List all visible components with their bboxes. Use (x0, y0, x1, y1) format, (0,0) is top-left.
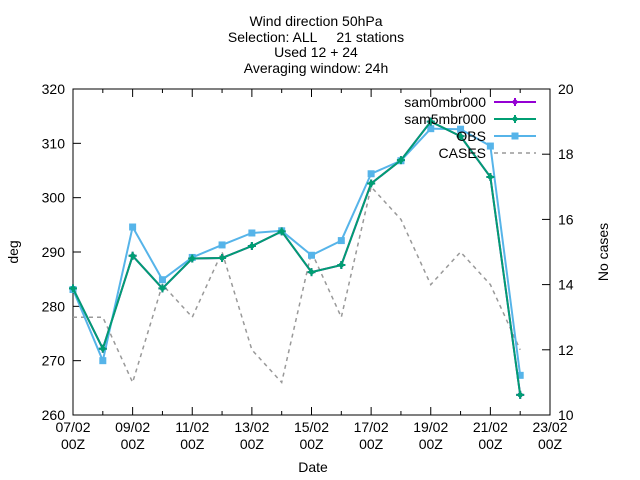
x-tick-label-hour: 00Z (299, 436, 324, 452)
x-tick-label-hour: 00Z (538, 436, 563, 452)
data-point-center (159, 285, 165, 291)
data-point-center (487, 174, 493, 180)
x-tick-label: 17/02 (354, 419, 389, 435)
y-tick-label: 300 (42, 190, 66, 206)
y2-axis-label: No cases (595, 223, 611, 281)
title-line-1: Wind direction 50hPa (249, 13, 382, 29)
x-tick-label-hour: 00Z (61, 436, 86, 452)
x-tick-label-hour: 00Z (478, 436, 503, 452)
data-point-center (70, 285, 76, 291)
data-point (218, 241, 226, 249)
x-tick-label-hour: 00Z (240, 436, 265, 452)
legend-label: CASES (439, 145, 486, 161)
data-point (337, 237, 345, 245)
series-line (72, 120, 522, 396)
x-tick-label: 09/02 (115, 419, 150, 435)
data-point-center (279, 228, 285, 234)
x-tick-label: 11/02 (175, 419, 209, 435)
data-point (367, 170, 375, 178)
legend-entry: sam0mbr000 (404, 94, 536, 110)
x-tick-label-hour: 00Z (180, 436, 205, 452)
data-point-center (512, 99, 518, 105)
x-tick-label: 19/02 (413, 419, 448, 435)
legend-label: sam0mbr000 (404, 94, 486, 110)
data-point (486, 142, 494, 150)
x-tick-label: 23/02 (532, 419, 567, 435)
y2-tick-label: 18 (558, 146, 574, 162)
data-point-center (512, 116, 518, 122)
data-point (308, 251, 315, 259)
y-axis-label: deg (5, 240, 21, 263)
data-point (457, 125, 465, 133)
data-point-center (130, 253, 136, 259)
data-point (511, 132, 519, 140)
data-point-center (428, 119, 434, 125)
series-cases (73, 185, 521, 385)
data-point-center (338, 262, 344, 268)
legend-entry: OBS (456, 128, 536, 144)
title-line-4: Averaging window: 24h (244, 60, 389, 76)
data-point-center (219, 255, 225, 261)
data-point-center (309, 269, 314, 275)
x-tick-label: 15/02 (294, 419, 329, 435)
y-tick-label: 310 (42, 135, 66, 151)
y-tick-label: 270 (42, 353, 66, 369)
data-point-center (189, 256, 195, 262)
legend-entry: CASES (439, 145, 536, 161)
x-tick-label-hour: 00Z (359, 436, 384, 452)
x-tick-label: 21/02 (473, 419, 508, 435)
data-point (427, 125, 435, 133)
data-point-center (517, 392, 523, 398)
chart-title: Wind direction 50hPa Selection: ALL 21 s… (228, 13, 404, 76)
y2-tick-label: 14 (558, 277, 574, 293)
y-tick-label: 320 (42, 81, 66, 97)
x-tick-label-hour: 00Z (419, 436, 444, 452)
title-line-3: Used 12 + 24 (274, 44, 358, 60)
series-layer (69, 117, 525, 399)
data-point (129, 223, 137, 231)
data-point (99, 357, 107, 365)
data-point-center (458, 133, 464, 139)
data-point-center (398, 157, 404, 163)
y-tick-label: 280 (42, 298, 66, 314)
data-point-center (100, 346, 106, 352)
data-point (516, 371, 524, 379)
series-line (73, 185, 521, 385)
x-tick-label-hour: 00Z (121, 436, 146, 452)
x-tick-label: 07/02 (55, 419, 90, 435)
legend-label: sam5mbr000 (404, 111, 486, 127)
data-point-center (368, 181, 374, 187)
y-tick-label: 260 (42, 407, 66, 423)
legend-label: OBS (456, 128, 486, 144)
y2-tick-label: 12 (558, 342, 574, 358)
y2-tick-label: 16 (558, 211, 574, 227)
y2-tick-label: 20 (558, 81, 574, 97)
y-tick-label: 290 (42, 244, 66, 260)
series-sam5mbr000 (69, 117, 525, 399)
x-axis-label: Date (298, 459, 328, 475)
series-line (72, 120, 522, 396)
data-point (248, 229, 256, 237)
data-point (158, 276, 166, 284)
axis-ticks: 26027028029030031032010121416182007/0200… (42, 81, 574, 452)
y2-tick-label: 10 (558, 407, 574, 423)
x-tick-label: 13/02 (234, 419, 269, 435)
title-line-2: Selection: ALL 21 stations (228, 29, 404, 45)
legend-entry: sam5mbr000 (404, 111, 536, 127)
data-point-center (249, 243, 255, 249)
